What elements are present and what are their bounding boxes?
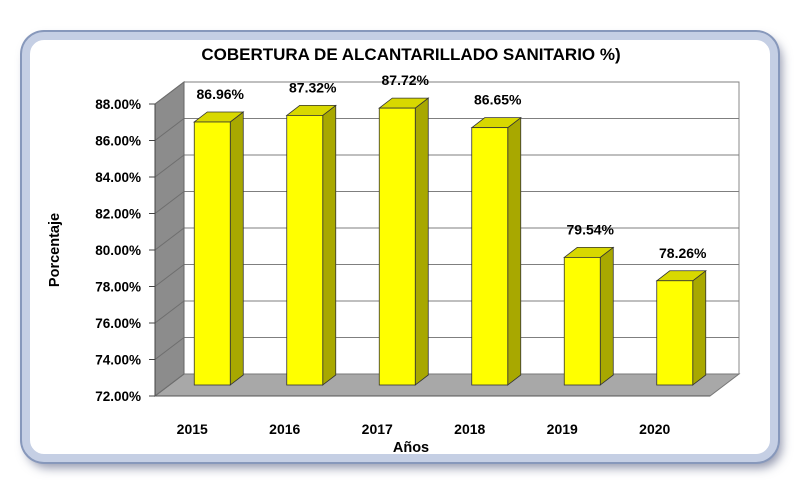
y-tick-label: 86.00% bbox=[95, 134, 141, 149]
bar-side bbox=[229, 111, 244, 386]
x-tick-label: 2015 bbox=[177, 421, 208, 437]
data-label: 79.54% bbox=[567, 221, 615, 237]
bar-front bbox=[656, 280, 694, 386]
wall-gridline bbox=[154, 191, 185, 214]
y-tick-label: 72.00% bbox=[95, 389, 141, 404]
data-label: 86.65% bbox=[474, 92, 522, 108]
x-axis-label: Años bbox=[393, 440, 429, 456]
floor-panel bbox=[153, 373, 741, 397]
x-tick-label: 2018 bbox=[454, 421, 485, 437]
x-tick-label: 2019 bbox=[547, 421, 578, 437]
bar-front bbox=[471, 127, 509, 386]
y-tick-label: 78.00% bbox=[95, 280, 141, 295]
bar-side bbox=[322, 104, 337, 386]
left-wall bbox=[154, 80, 185, 398]
data-label: 78.26% bbox=[659, 245, 707, 261]
wall-gridline bbox=[154, 81, 185, 105]
y-tick-label: 74.00% bbox=[95, 353, 141, 368]
bar-side bbox=[414, 97, 429, 386]
wall-gridline bbox=[154, 227, 185, 251]
bar-2018 bbox=[470, 116, 522, 386]
bar-side bbox=[507, 116, 522, 386]
x-tick-label: 2020 bbox=[639, 421, 670, 437]
bar-front bbox=[378, 107, 416, 386]
wall-gridline bbox=[154, 373, 185, 397]
bar-2015 bbox=[193, 111, 245, 386]
bar-front bbox=[193, 121, 231, 386]
bar-2017 bbox=[378, 97, 430, 386]
y-tick-label: 82.00% bbox=[95, 207, 141, 222]
wall-gridline bbox=[154, 154, 185, 178]
wall-gridline bbox=[154, 118, 185, 141]
bar-side bbox=[599, 246, 614, 386]
bar-front bbox=[563, 256, 601, 386]
bar-2016 bbox=[285, 104, 337, 386]
wall-gridline bbox=[154, 300, 185, 324]
y-axis-ticks: 72.00% 74.00% 76.00% 78.00% 80.00% 82.00% 84.0… bbox=[95, 97, 155, 404]
x-tick-label: 2016 bbox=[269, 421, 300, 437]
y-tick-label: 88.00% bbox=[95, 97, 141, 112]
gridlines bbox=[184, 81, 739, 375]
wall-gridline bbox=[154, 264, 185, 287]
y-tick-label: 84.00% bbox=[95, 170, 141, 185]
y-tick-label: 76.00% bbox=[95, 316, 141, 331]
bar-front bbox=[286, 115, 324, 386]
y-axis-label: Porcentaje bbox=[47, 213, 63, 287]
chart-floor bbox=[153, 373, 741, 397]
data-label: 87.72% bbox=[382, 72, 430, 88]
bar-2019 bbox=[563, 246, 615, 386]
bar-2020 bbox=[655, 269, 707, 386]
data-label: 87.32% bbox=[289, 79, 337, 95]
bar-side bbox=[692, 269, 707, 386]
wall-gridline bbox=[154, 337, 185, 360]
y-tick-label: 80.00% bbox=[95, 243, 141, 258]
x-tick-label: 2017 bbox=[362, 421, 393, 437]
data-label: 86.96% bbox=[197, 86, 245, 102]
chart-title: COBERTURA DE ALCANTARILLADO SANITARIO %) bbox=[201, 45, 620, 64]
bars bbox=[193, 97, 707, 386]
x-axis-ticks: 2015 2016 2017 2018 2019 2020 bbox=[177, 421, 671, 437]
data-labels: 86.96% 87.32% 87.72% 86.65% 79.54% 78.26% bbox=[197, 72, 708, 261]
